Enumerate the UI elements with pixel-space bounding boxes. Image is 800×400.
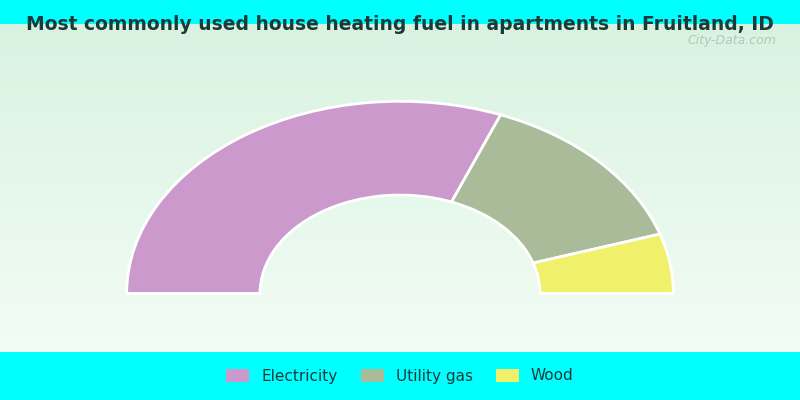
Text: City-Data.com: City-Data.com — [687, 34, 776, 47]
Wedge shape — [451, 115, 660, 263]
Wedge shape — [126, 101, 501, 294]
Wedge shape — [533, 234, 674, 294]
Text: Most commonly used house heating fuel in apartments in Fruitland, ID: Most commonly used house heating fuel in… — [26, 14, 774, 34]
Legend: Electricity, Utility gas, Wood: Electricity, Utility gas, Wood — [218, 361, 582, 391]
